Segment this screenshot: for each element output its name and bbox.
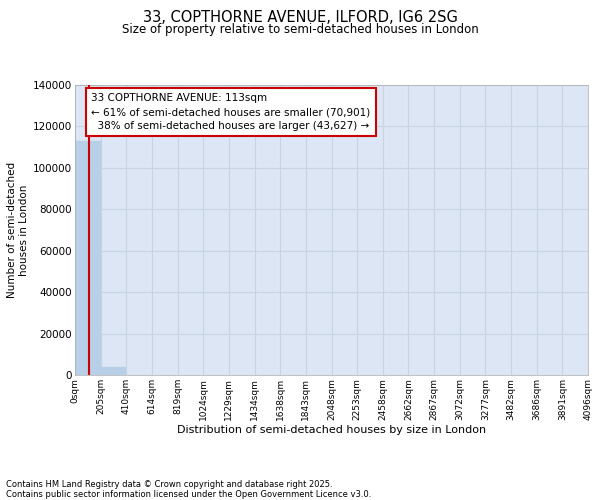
X-axis label: Distribution of semi-detached houses by size in London: Distribution of semi-detached houses by … — [177, 426, 486, 436]
Bar — [75, 141, 101, 375]
Text: Size of property relative to semi-detached houses in London: Size of property relative to semi-detach… — [122, 22, 478, 36]
Text: 33, COPTHORNE AVENUE, ILFORD, IG6 2SG: 33, COPTHORNE AVENUE, ILFORD, IG6 2SG — [143, 10, 457, 25]
Text: Contains HM Land Registry data © Crown copyright and database right 2025.
Contai: Contains HM Land Registry data © Crown c… — [6, 480, 371, 499]
Y-axis label: Number of semi-detached
houses in London: Number of semi-detached houses in London — [7, 162, 29, 298]
Text: 33 COPTHORNE AVENUE: 113sqm
← 61% of semi-detached houses are smaller (70,901)
 : 33 COPTHORNE AVENUE: 113sqm ← 61% of sem… — [91, 94, 371, 132]
Bar — [101, 367, 127, 375]
